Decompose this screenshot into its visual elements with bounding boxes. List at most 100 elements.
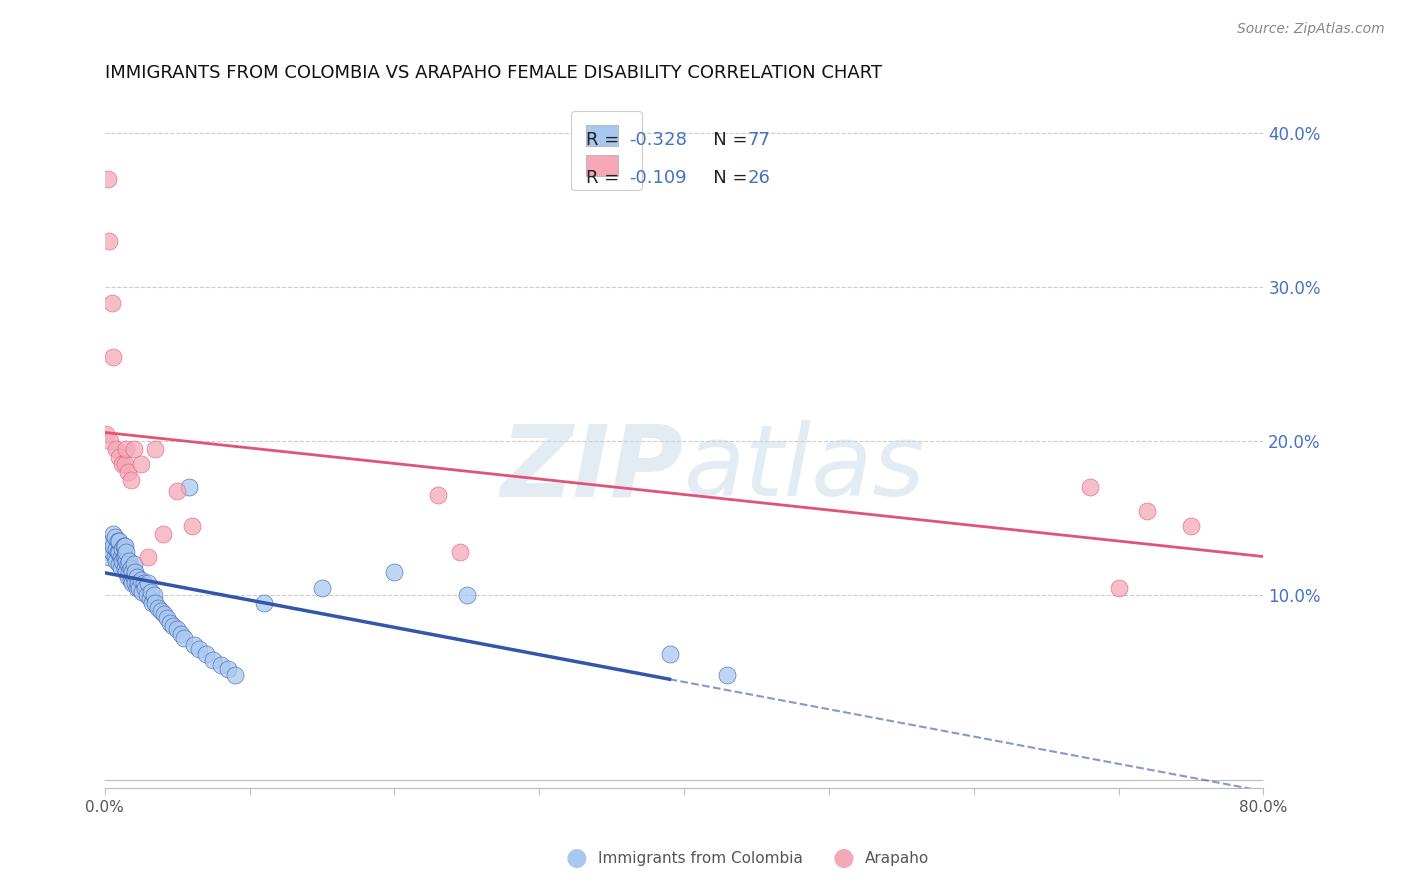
Point [145,596,167,610]
Point [136,576,159,591]
Point [108,558,131,572]
Point [120,573,142,587]
Point [209,657,232,672]
Point [110,549,132,564]
Point [112,549,135,564]
Point [170,626,193,640]
Point [101,534,124,549]
Point [108,534,131,549]
Point [177,480,200,494]
Text: ZIP: ZIP [501,420,683,517]
Point [115,565,138,579]
Point [120,473,142,487]
Point [118,554,141,568]
Point [100,542,122,557]
Point [104,530,127,544]
Point [114,549,136,564]
Point [131,585,153,599]
Point [115,442,138,456]
Point [456,588,478,602]
Point [114,539,136,553]
Point [148,600,170,615]
Point [111,458,134,472]
Point [132,576,155,591]
Text: -0.109: -0.109 [630,169,688,187]
Text: Arapaho: Arapaho [865,851,929,865]
Point [1108,581,1130,595]
Point [121,576,143,591]
Point [134,581,156,595]
Point [217,662,239,676]
Text: Immigrants from Colombia: Immigrants from Colombia [598,851,803,865]
Point [311,581,333,595]
Point [202,653,225,667]
Point [105,442,128,456]
Text: 77: 77 [748,131,770,149]
Point [112,539,135,553]
Point [658,647,681,661]
Point [118,565,141,579]
Point [97,172,120,186]
Point [426,488,449,502]
Point [180,519,202,533]
Text: atlas: atlas [683,420,925,517]
Point [142,588,165,602]
Point [111,554,134,568]
Point [183,638,205,652]
Point [187,642,209,657]
Point [105,554,128,568]
Point [124,565,146,579]
Point [105,542,128,557]
Point [101,295,124,310]
Point [129,573,152,587]
Text: ●: ● [832,847,855,870]
Text: Source: ZipAtlas.com: Source: ZipAtlas.com [1237,22,1385,37]
Point [110,560,132,574]
Text: R =: R = [585,169,624,187]
Point [121,565,143,579]
Point [108,450,131,464]
Point [124,576,146,591]
Point [122,558,145,572]
Point [150,604,173,618]
Text: N =: N = [696,131,752,149]
Point [159,615,181,630]
Point [156,611,179,625]
Point [100,434,122,449]
Legend: , : , [571,111,641,190]
Point [128,581,150,595]
Point [108,545,131,559]
Point [98,234,121,248]
Point [117,465,139,479]
Point [138,591,160,606]
Point [141,596,163,610]
Point [152,526,174,541]
Point [716,668,738,682]
Point [253,596,276,610]
Point [162,619,184,633]
Point [129,458,152,472]
Point [98,549,121,564]
Text: N =: N = [696,169,752,187]
Point [1180,519,1202,533]
Point [195,647,218,661]
Point [125,581,148,595]
Point [103,350,125,364]
Point [136,549,159,564]
Point [115,554,138,568]
Text: 26: 26 [748,169,770,187]
Point [103,539,125,553]
Point [139,585,162,599]
Point [122,442,145,456]
Point [94,426,117,441]
Point [111,542,134,557]
Point [103,526,125,541]
Point [166,622,188,636]
Text: -0.328: -0.328 [630,131,688,149]
Point [114,560,136,574]
Text: IMMIGRANTS FROM COLOMBIA VS ARAPAHO FEMALE DISABILITY CORRELATION CHART: IMMIGRANTS FROM COLOMBIA VS ARAPAHO FEMA… [104,64,882,82]
Point [107,534,129,549]
Point [117,558,139,572]
Point [120,560,142,574]
Point [449,545,471,559]
